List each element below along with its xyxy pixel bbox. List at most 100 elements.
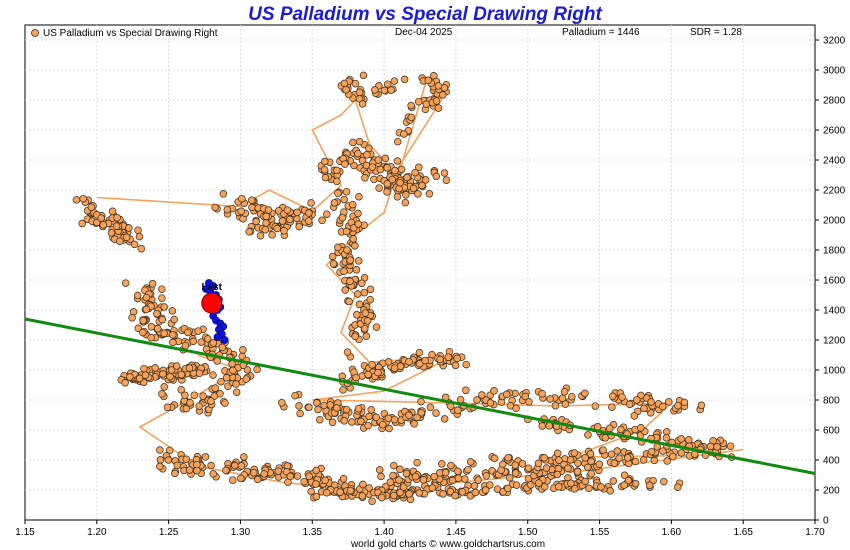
data-point — [407, 101, 415, 110]
data-point — [364, 370, 372, 379]
data-point — [560, 388, 569, 396]
data-point — [677, 435, 685, 443]
data-point — [639, 456, 648, 464]
data-point — [384, 358, 393, 366]
data-point — [351, 332, 359, 341]
data-point — [351, 242, 359, 250]
data-point — [424, 76, 433, 85]
data-point — [211, 203, 219, 212]
x-tick-label: 1.60 — [662, 527, 682, 538]
data-point — [462, 360, 470, 369]
data-point — [665, 398, 673, 406]
data-point — [624, 476, 633, 485]
data-point — [326, 401, 334, 409]
data-point — [168, 307, 177, 315]
data-point — [405, 490, 413, 498]
data-point — [321, 157, 329, 166]
data-point — [456, 395, 465, 404]
data-point — [368, 163, 377, 171]
data-point — [160, 303, 168, 311]
data-point — [121, 279, 130, 287]
x-tick-label: 1.50 — [518, 527, 538, 538]
data-point — [425, 190, 434, 198]
recent-point — [220, 336, 229, 344]
data-point — [305, 209, 313, 217]
y-axis: 0 200 400 600 800 1000 1200 1400 1600 1800 2000 220… — [815, 36, 846, 527]
data-point — [505, 474, 514, 482]
data-point — [171, 469, 179, 478]
data-point — [142, 293, 151, 302]
data-point — [546, 395, 554, 403]
data-point — [238, 194, 246, 203]
data-point — [185, 364, 194, 372]
data-point — [680, 398, 689, 407]
data-point — [201, 453, 210, 461]
data-point — [358, 156, 367, 165]
data-point — [568, 392, 576, 401]
data-point — [630, 412, 639, 420]
data-point — [195, 402, 203, 410]
data-point — [273, 224, 281, 233]
data-point — [422, 100, 431, 108]
data-point — [372, 323, 381, 331]
data-point — [574, 459, 582, 467]
data-point — [207, 461, 215, 470]
data-point — [184, 328, 192, 337]
data-point — [354, 290, 362, 298]
data-point — [163, 403, 172, 412]
palladium-readout: Palladium = 1446 — [562, 27, 640, 38]
last-label: Last — [201, 282, 222, 293]
data-point — [388, 175, 396, 184]
data-point — [345, 297, 353, 306]
data-point — [415, 489, 424, 497]
data-point — [158, 390, 166, 398]
data-point — [674, 401, 682, 410]
data-point — [343, 246, 351, 254]
data-point — [320, 165, 329, 174]
data-point — [383, 188, 391, 196]
data-point — [430, 472, 438, 481]
y-tick-label: 1200 — [823, 336, 846, 347]
data-point — [474, 476, 483, 484]
data-point — [518, 460, 527, 468]
data-point — [374, 368, 382, 377]
data-point — [260, 470, 268, 478]
data-point — [535, 479, 543, 487]
data-point — [439, 490, 447, 498]
y-tick-label: 1600 — [823, 276, 846, 287]
data-point — [400, 130, 408, 138]
data-point — [439, 91, 447, 99]
data-point — [252, 217, 260, 226]
data-point — [333, 404, 341, 412]
data-point — [304, 217, 313, 225]
data-point — [458, 488, 467, 496]
data-point — [444, 353, 453, 361]
data-point — [305, 472, 313, 481]
data-point — [328, 418, 337, 427]
data-point — [125, 224, 133, 232]
data-point — [334, 189, 342, 198]
data-point — [280, 227, 288, 235]
y-tick-label: 0 — [823, 516, 829, 527]
data-point — [512, 481, 521, 489]
data-point — [402, 191, 410, 199]
data-point — [405, 411, 413, 420]
data-point — [291, 391, 299, 400]
data-point — [502, 390, 511, 399]
data-point — [618, 393, 626, 401]
data-point — [380, 86, 389, 95]
data-point — [278, 399, 286, 407]
data-point — [286, 472, 295, 481]
data-point — [645, 481, 654, 490]
x-tick-label: 1.35 — [303, 527, 323, 538]
data-point — [434, 82, 443, 90]
data-point — [87, 203, 96, 211]
data-point — [571, 485, 579, 493]
data-point — [341, 160, 349, 168]
data-point — [97, 214, 105, 222]
data-point — [316, 415, 324, 424]
data-point — [673, 483, 682, 491]
data-point — [312, 466, 320, 475]
footer-credit: world gold charts © www.goldchartsrus.co… — [350, 539, 545, 550]
data-point — [116, 237, 124, 245]
